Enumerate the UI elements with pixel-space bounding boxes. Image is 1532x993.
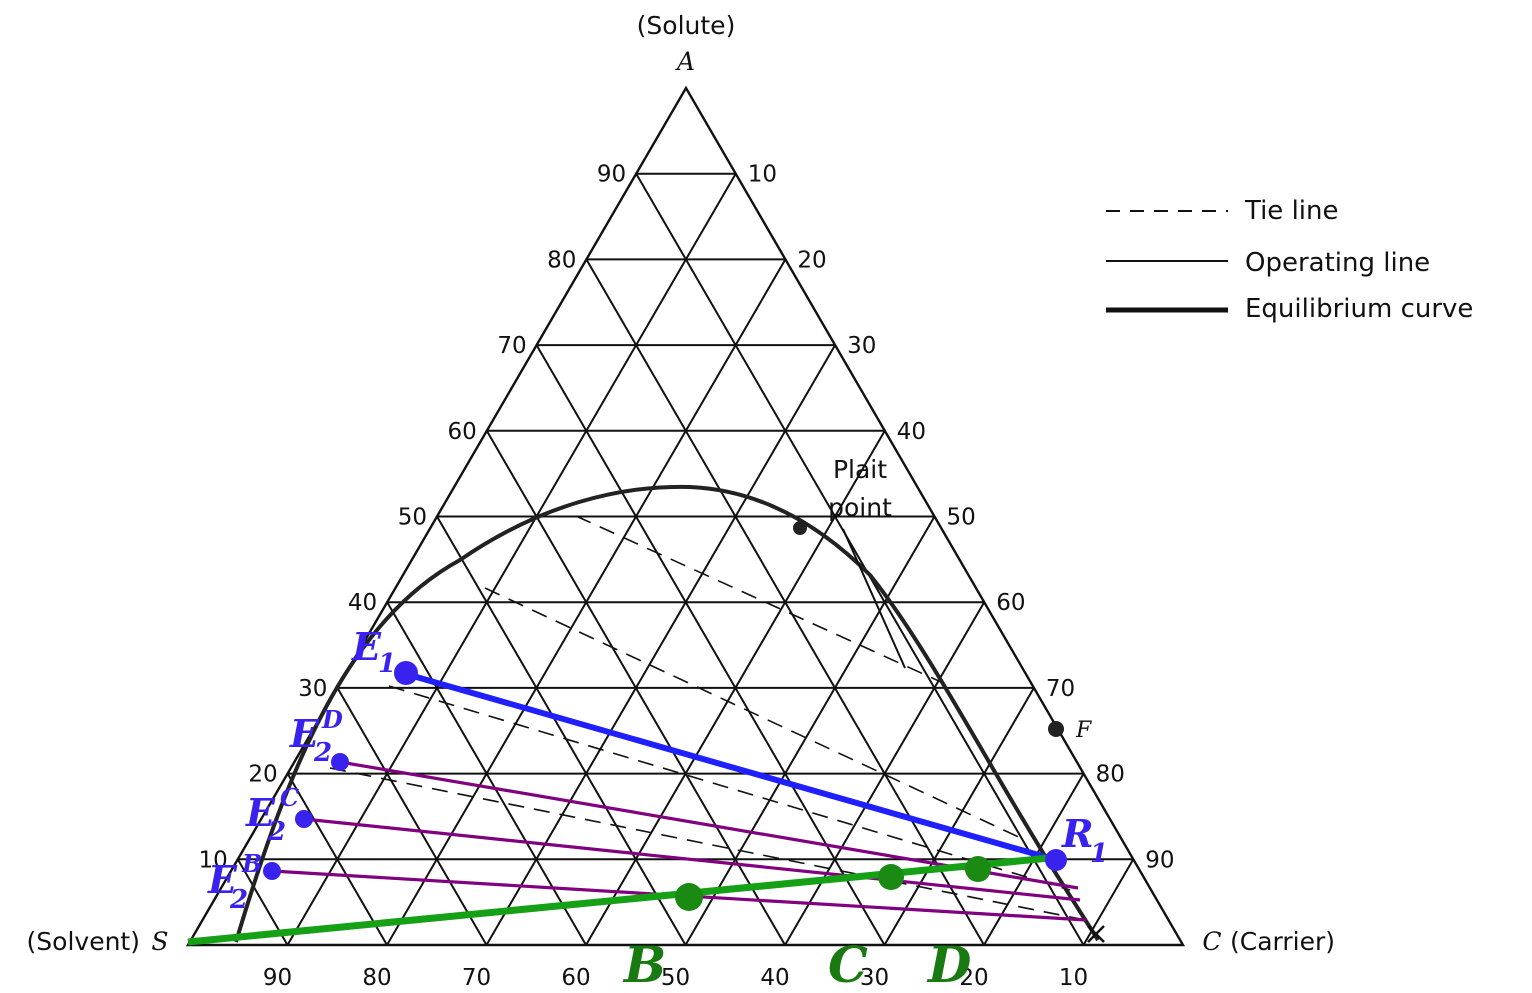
grid-line-carrier-5 xyxy=(684,515,936,946)
e2c-label-sup: C xyxy=(280,783,299,812)
b-marker xyxy=(675,883,703,911)
legend-operating-line-label: Operating line xyxy=(1245,248,1430,278)
right-tick-label: 20 xyxy=(797,247,826,273)
left-tick-label: 30 xyxy=(298,676,327,702)
bottom-tick-label: 10 xyxy=(1059,965,1088,991)
left-vertex-letter: S xyxy=(151,927,168,956)
grid-line-solvent-5 xyxy=(436,515,687,946)
grid-line-solvent-3 xyxy=(336,687,488,946)
tie-line-2 xyxy=(484,587,1026,841)
left-tick-label: 20 xyxy=(248,762,277,788)
left-tick-label: 90 xyxy=(597,162,626,188)
bottom-tick-label: 80 xyxy=(362,965,391,991)
e1-label-main: E xyxy=(351,624,382,669)
right-tick-label: 50 xyxy=(947,505,976,531)
operating-line-e1-r1 xyxy=(405,671,1057,863)
right-tick-label: 40 xyxy=(897,419,926,445)
legend: Tie line Operating line Equilibrium curv… xyxy=(1106,196,1473,324)
e2d-marker xyxy=(331,753,349,771)
bottom-axis-ticks: 90 80 70 60 50 40 30 20 10 xyxy=(263,965,1088,991)
left-tick-label: 10 xyxy=(199,847,228,873)
e2d-label-sub: 2 xyxy=(313,738,332,768)
e2d-label-sup: D xyxy=(321,705,343,734)
e2b-label-main: E xyxy=(207,857,238,902)
r1-label-main: R xyxy=(1061,811,1094,856)
grid-line-carrier-3 xyxy=(883,687,1035,946)
left-tick-label: 80 xyxy=(547,247,576,273)
bottom-tick-label: 70 xyxy=(462,965,491,991)
left-tick-label: 70 xyxy=(497,333,526,359)
r1-marker xyxy=(1045,849,1067,871)
e2c-marker xyxy=(295,810,313,828)
e2b-label-sup: B xyxy=(241,849,262,878)
right-vertex-name: (Carrier) xyxy=(1230,927,1335,956)
c-marker xyxy=(878,864,904,890)
legend-tie-line-label: Tie line xyxy=(1244,196,1339,226)
triangle-grid xyxy=(236,172,1135,946)
bottom-tick-label: 50 xyxy=(661,965,690,991)
grid-line-carrier-8 xyxy=(386,258,787,946)
bottom-tick-label: 40 xyxy=(760,965,789,991)
grid-line-carrier-9 xyxy=(286,173,737,946)
right-tick-label: 70 xyxy=(1046,676,1075,702)
e2b-label-sub: 2 xyxy=(229,885,248,915)
right-tick-label: 60 xyxy=(996,590,1025,616)
d-label: D xyxy=(926,935,971,993)
bottom-tick-label: 90 xyxy=(263,965,292,991)
plait-label-line1: Plait xyxy=(833,455,887,484)
top-vertex-letter: A xyxy=(675,47,695,76)
e2b-marker xyxy=(263,862,281,880)
d-marker xyxy=(965,856,991,882)
bottom-tick-label: 60 xyxy=(561,965,590,991)
r1-label-sub: 1 xyxy=(1090,839,1108,869)
feed-label: F xyxy=(1075,718,1092,743)
left-axis-ticks: 90 80 70 60 50 40 30 20 10 xyxy=(199,162,627,874)
equilibrium-curve xyxy=(234,484,1100,943)
bottom-tick-label: 20 xyxy=(959,965,988,991)
right-axis-ticks: 10 20 30 40 50 60 70 80 90 xyxy=(748,162,1175,874)
legend-equilibrium-curve-label: Equilibrium curve xyxy=(1245,294,1473,324)
feed-point-marker xyxy=(1048,721,1064,737)
carrier-cross-mark xyxy=(1087,925,1105,943)
e2c-label-sub: 2 xyxy=(267,817,286,847)
left-tick-label: 50 xyxy=(398,505,427,531)
e1-label-sub: 1 xyxy=(378,649,396,679)
right-tick-label: 10 xyxy=(748,162,777,188)
left-tick-label: 40 xyxy=(348,590,377,616)
tie-line-1 xyxy=(575,515,942,683)
blue-point-labels: E 1 E 2 D E 2 C E 2 B R 1 xyxy=(207,624,1108,915)
right-vertex-letter: C xyxy=(1202,927,1221,956)
e2c-label-main: E xyxy=(245,790,276,835)
left-tick-label: 60 xyxy=(448,419,477,445)
right-tick-label: 30 xyxy=(847,333,876,359)
e1-marker xyxy=(394,661,418,685)
tie-line-3 xyxy=(388,685,1071,891)
plait-point-marker xyxy=(793,521,807,535)
tie-lines xyxy=(329,515,1086,921)
mixing-line-s-r1 xyxy=(187,853,1061,946)
markers xyxy=(263,521,1067,911)
b-label: B xyxy=(622,935,666,993)
right-tick-label: 90 xyxy=(1145,847,1174,873)
grid-line-solvent-9 xyxy=(635,173,1085,946)
grid-line-solvent-8 xyxy=(585,258,985,946)
top-vertex-name: (Solute) xyxy=(637,11,736,40)
e2d-label-main: E xyxy=(289,711,320,756)
right-tick-label: 80 xyxy=(1096,762,1125,788)
triangle-frame xyxy=(185,85,1186,947)
plait-pointer-line xyxy=(842,528,906,669)
c-label: C xyxy=(828,935,868,993)
green-point-labels: B C D xyxy=(622,935,971,993)
plait-label-line2: point xyxy=(828,493,892,522)
grid-line-solvent-7 xyxy=(535,344,886,946)
left-vertex-name: (Solvent) xyxy=(27,927,140,956)
bottom-tick-label: 30 xyxy=(860,965,889,991)
operating-line-c xyxy=(303,817,1081,902)
